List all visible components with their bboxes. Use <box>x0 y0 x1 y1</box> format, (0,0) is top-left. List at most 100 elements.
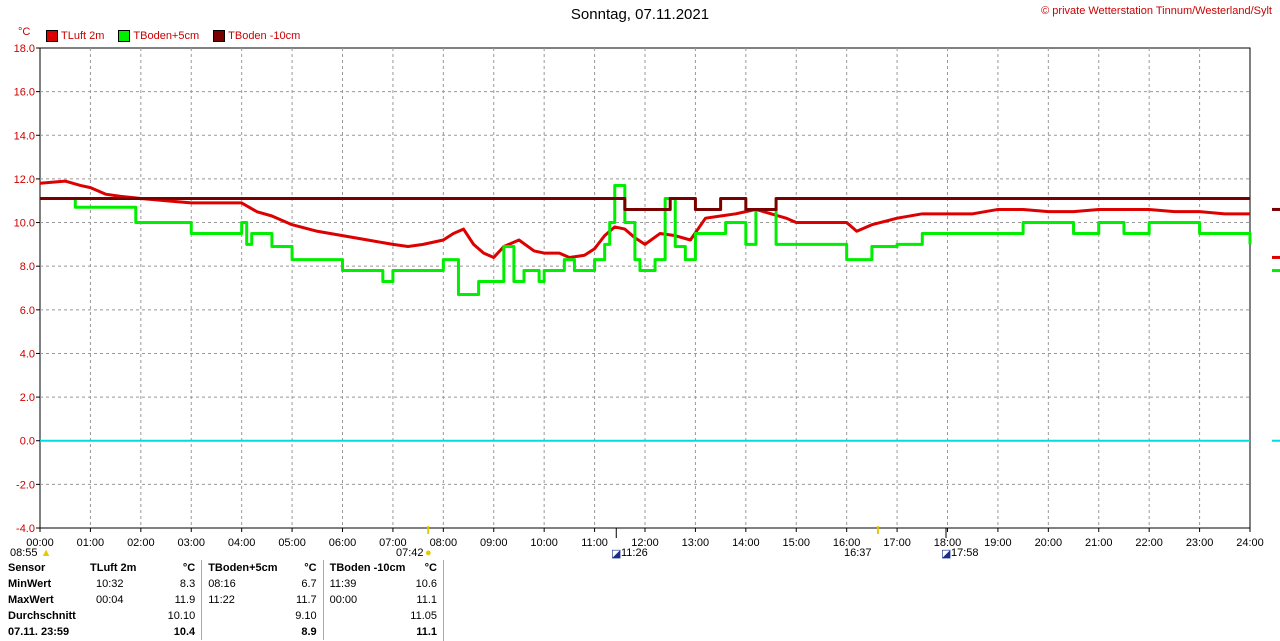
stats-cell-value: 6.7 <box>295 576 324 592</box>
stats-header-tboden5: TBoden+5cm <box>208 562 278 574</box>
x-tick-label: 12:00 <box>631 537 659 549</box>
y-unit-label: °C <box>18 26 31 38</box>
stats-cell-value: 8.3 <box>167 576 203 592</box>
stats-header-unit1: °C <box>167 560 203 576</box>
x-tick-label: 01:00 <box>77 537 105 549</box>
moonset-label: 17:58 <box>951 547 979 559</box>
moonrise-label: 11:26 <box>621 547 648 559</box>
x-tick-label: 02:00 <box>127 537 155 549</box>
y-tick-label: 16.0 <box>14 87 35 99</box>
legend: TLuft 2m TBoden+5cm TBoden -10cm <box>46 30 300 42</box>
copyright-note: © private Wetterstation Tinnum/Westerlan… <box>1041 5 1272 17</box>
moonset-icon: ◪ <box>941 548 952 560</box>
stats-row-max: MaxWert 00:04 11.9 11:22 11.7 00:00 11.1 <box>0 592 443 608</box>
stats-row-min: MinWert 10:32 8.3 08:16 6.7 11:39 10.6 <box>0 576 443 592</box>
x-tick-label: 06:00 <box>329 537 357 549</box>
y-tick-label: 4.0 <box>20 348 35 360</box>
stats-cell-time: 11:39 <box>329 578 357 590</box>
series-line-tboden10 <box>40 197 1250 211</box>
x-tick-label: 00:00 <box>26 537 54 549</box>
stats-cell-time <box>323 608 410 624</box>
x-tick-label: 07:00 <box>379 537 407 549</box>
y-tick-label: 14.0 <box>14 130 35 142</box>
stats-cell-time <box>323 624 410 640</box>
x-tick-label: 17:00 <box>883 537 911 549</box>
y-tick-label: -4.0 <box>16 523 35 535</box>
x-tick-label: 16:00 <box>833 537 861 549</box>
x-tick-label: 11:00 <box>581 537 608 549</box>
stats-cell-time: 10:32 <box>96 578 124 590</box>
stats-cell-value: 11.9 <box>167 592 203 608</box>
legend-item-tboden5: TBoden+5cm <box>118 30 199 42</box>
daylength-label: 08:55 ▲ <box>10 547 52 559</box>
stats-header-tboden10: TBoden -10cm <box>329 562 406 574</box>
stats-cell-value: 9.10 <box>295 608 324 624</box>
stats-header-tluft: TLuft 2m <box>90 562 137 574</box>
legend-label-tboden5: TBoden+5cm <box>133 30 200 42</box>
stats-cell-time: 08:16 <box>208 578 236 590</box>
x-tick-label: 08:00 <box>430 537 458 549</box>
stats-cell-value: 11.1 <box>416 594 437 606</box>
x-tick-label: 18:00 <box>934 537 962 549</box>
x-tick-label: 09:00 <box>480 537 508 549</box>
legend-item-tluft: TLuft 2m <box>46 30 104 42</box>
stats-cell-time: 00:00 <box>329 594 358 606</box>
y-tick-label: -2.0 <box>16 479 35 491</box>
stats-cell-value: 11.1 <box>416 626 437 638</box>
stats-header-unit2: °C <box>295 560 324 576</box>
x-tick-label: 04:00 <box>228 537 256 549</box>
moonrise-icon: ◪ <box>611 548 622 560</box>
stats-cell-time <box>90 608 167 624</box>
series-line-tluft <box>39 179 1250 259</box>
sunrise-label: 07:42 <box>396 547 424 559</box>
stats-cell-time <box>90 624 167 640</box>
x-tick-label: 24:00 <box>1236 537 1264 549</box>
y-tick-label: 8.0 <box>20 261 35 273</box>
chart-title: Sonntag, 07.11.2021 <box>570 6 710 23</box>
legend-label-tboden10: TBoden -10cm <box>228 30 301 42</box>
stats-cell-value: 10.4 <box>167 624 203 640</box>
stats-header-sensor: Sensor <box>8 562 46 574</box>
temperature-chart: 18.0 16.0 14.0 12.0 10.0 8.0 6.0 4.0 2.0 0.0 -2.0 -… <box>14 43 1280 549</box>
stats-row-current: 07.11. 23:59 10.4 8.9 11.1 <box>0 624 443 640</box>
x-tick-label: 20:00 <box>1035 537 1063 549</box>
stats-row-label: Durchschnitt <box>8 610 76 622</box>
legend-swatch-tboden5 <box>118 30 131 42</box>
legend-swatch-tboden10 <box>213 30 226 42</box>
x-tick-label: 10:00 <box>530 537 558 549</box>
x-tick-label: 23:00 <box>1186 537 1214 549</box>
stats-cell-value: 11.05 <box>410 610 437 622</box>
y-tick-label: 10.0 <box>14 218 35 230</box>
stats-cell-time: 11:22 <box>208 594 235 606</box>
y-tick-label: 0.0 <box>20 436 35 448</box>
y-tick-label: 12.0 <box>14 174 35 186</box>
x-tick-label: 14:00 <box>732 537 760 549</box>
stats-cell-value: 10.10 <box>167 608 203 624</box>
legend-item-tboden10: TBoden -10cm <box>213 30 300 42</box>
stats-row-label: 07.11. 23:59 <box>8 626 70 638</box>
x-tick-label: 15:00 <box>782 537 810 549</box>
y-tick-label: 6.0 <box>20 305 35 317</box>
x-tick-label: 13:00 <box>682 537 710 549</box>
stats-header-unit3: °C <box>424 562 437 574</box>
stats-cell-time <box>202 624 296 640</box>
sunset-label: 16:37 <box>844 547 872 559</box>
series-line-tboden5 <box>40 183 1252 297</box>
y-tick-label: 2.0 <box>20 392 35 404</box>
x-tick-label: 19:00 <box>984 537 1012 549</box>
stats-cell-time: 00:04 <box>96 594 124 606</box>
stats-cell-value: 10.6 <box>415 578 437 590</box>
stats-cell-value: 8.9 <box>295 624 324 640</box>
stats-cell-value: 11.7 <box>295 592 324 608</box>
sunrise-icon: ● <box>425 547 432 559</box>
legend-swatch-tluft <box>46 30 58 42</box>
stats-table: Sensor TLuft 2m °C TBoden+5cm °C TBoden … <box>0 560 444 641</box>
x-tick-label: 03:00 <box>177 537 205 549</box>
stats-cell-time <box>202 608 296 624</box>
stats-row-avg: Durchschnitt 10.10 9.10 11.05 <box>0 608 443 624</box>
x-tick-label: 05:00 <box>278 537 306 549</box>
x-tick-label: 21:00 <box>1085 537 1113 549</box>
stats-row-label: MaxWert <box>8 594 54 606</box>
stats-row-label: MinWert <box>8 578 52 590</box>
y-tick-label: 18.0 <box>14 43 35 55</box>
